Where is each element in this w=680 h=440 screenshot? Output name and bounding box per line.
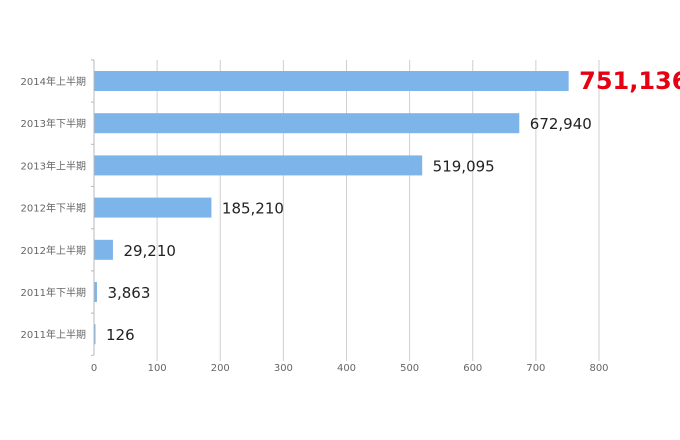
x-tick-label: 0 [91,363,97,374]
category-labels: 2014年上半期 2013年下半期 2013年上半期 2012年下半期 2012年上半期… [21,75,86,341]
x-tick-label: 800 [589,363,608,374]
x-tick-label: 400 [337,363,356,374]
x-tick-label: 500 [400,363,419,374]
bar[interactable] [94,239,113,260]
x-tick-label: 700 [526,363,545,374]
category-label: 2012年下半期 [21,202,86,215]
value-label: 126 [106,326,135,344]
category-label: 2013年上半期 [21,159,86,172]
category-label: 2013年下半期 [21,117,86,130]
value-label: 519,095 [433,157,495,175]
x-axis-ticks: 0 100 200 300 400 500 600 700 800 [91,363,609,374]
value-label: 185,210 [222,200,284,218]
value-labels: 751,136 672,940 519,095 185,210 29,210 3,863 1… [106,67,680,344]
value-label: 29,210 [123,242,176,260]
bars [94,71,569,345]
y-axis [91,59,95,356]
bar[interactable] [94,282,97,302]
bar[interactable] [94,324,96,345]
bar[interactable] [94,197,212,218]
value-label: 672,940 [530,115,592,133]
value-label: 3,863 [107,284,150,302]
category-label: 2014年上半期 [21,75,86,88]
category-label: 2012年上半期 [21,244,86,257]
bar[interactable] [94,155,423,176]
category-label: 2011年上半期 [21,328,86,341]
x-tick-label: 300 [274,363,293,374]
bar[interactable] [94,113,520,134]
bar[interactable] [94,71,569,91]
category-label: 2011年下半期 [21,286,86,299]
x-tick-label: 200 [211,363,230,374]
value-label-highlight: 751,136 [579,67,680,95]
x-tick-label: 600 [463,363,482,374]
gridlines [156,60,600,361]
x-tick-label: 100 [148,363,167,374]
